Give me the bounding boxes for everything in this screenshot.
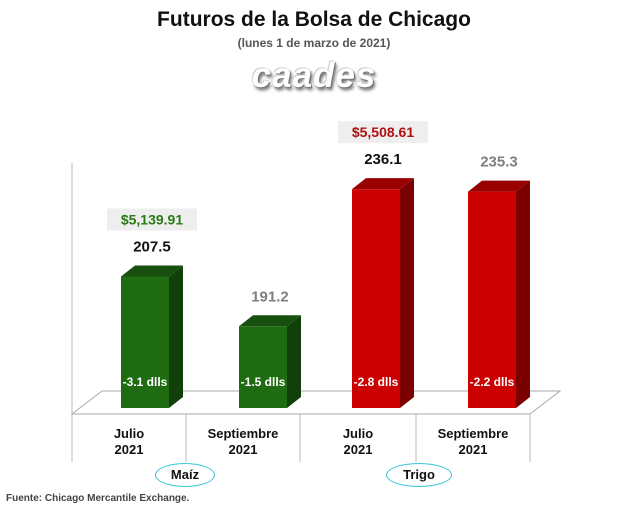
bar-top	[121, 265, 183, 277]
bar-top	[468, 180, 530, 192]
group-label-trigo: Trigo	[386, 463, 452, 487]
bar-front	[121, 276, 169, 408]
price-label: $5,508.61	[352, 124, 414, 140]
price-label: $5,139.91	[121, 212, 183, 228]
category-tick-label: 2021	[115, 442, 144, 457]
category-tick-label: Julio	[114, 426, 144, 441]
caades-logo: caades	[251, 56, 377, 95]
source-note: Fuente: Chicago Mercantile Exchange.	[6, 493, 190, 504]
group-label-maiz: Maíz	[155, 463, 215, 487]
category-tick-label: Septiembre	[208, 426, 279, 441]
bar-value-label: 235.3	[480, 154, 518, 171]
bar-side	[169, 265, 183, 408]
bar-side	[400, 178, 414, 408]
chart-title: Futuros de la Bolsa de Chicago	[157, 8, 471, 31]
bar-change-label: -2.8 dlls	[354, 375, 399, 389]
bar-front	[468, 191, 516, 408]
bar-change-label: -1.5 dlls	[241, 375, 286, 389]
category-tick-label: Julio	[343, 426, 373, 441]
bar-side	[287, 315, 301, 408]
price-badge	[338, 121, 428, 144]
bar-front	[239, 326, 287, 408]
bar-top	[352, 178, 414, 190]
bar-front	[352, 189, 400, 408]
bar-value-label: 207.5	[133, 239, 171, 256]
bar-change-label: -3.1 dlls	[123, 375, 168, 389]
category-tick-label: 2021	[344, 442, 373, 457]
category-tick-label: 2021	[229, 442, 258, 457]
bar-change-label: -2.2 dlls	[470, 375, 515, 389]
bar-value-label: 191.2	[251, 288, 289, 305]
price-badge	[107, 208, 197, 231]
bar-value-label: 236.1	[364, 151, 402, 168]
category-tick-label: Septiembre	[438, 426, 509, 441]
chart-subtitle: (lunes 1 de marzo de 2021)	[237, 36, 391, 50]
bar-side	[516, 180, 530, 408]
category-tick-label: 2021	[459, 442, 488, 457]
bar-top	[239, 315, 301, 327]
